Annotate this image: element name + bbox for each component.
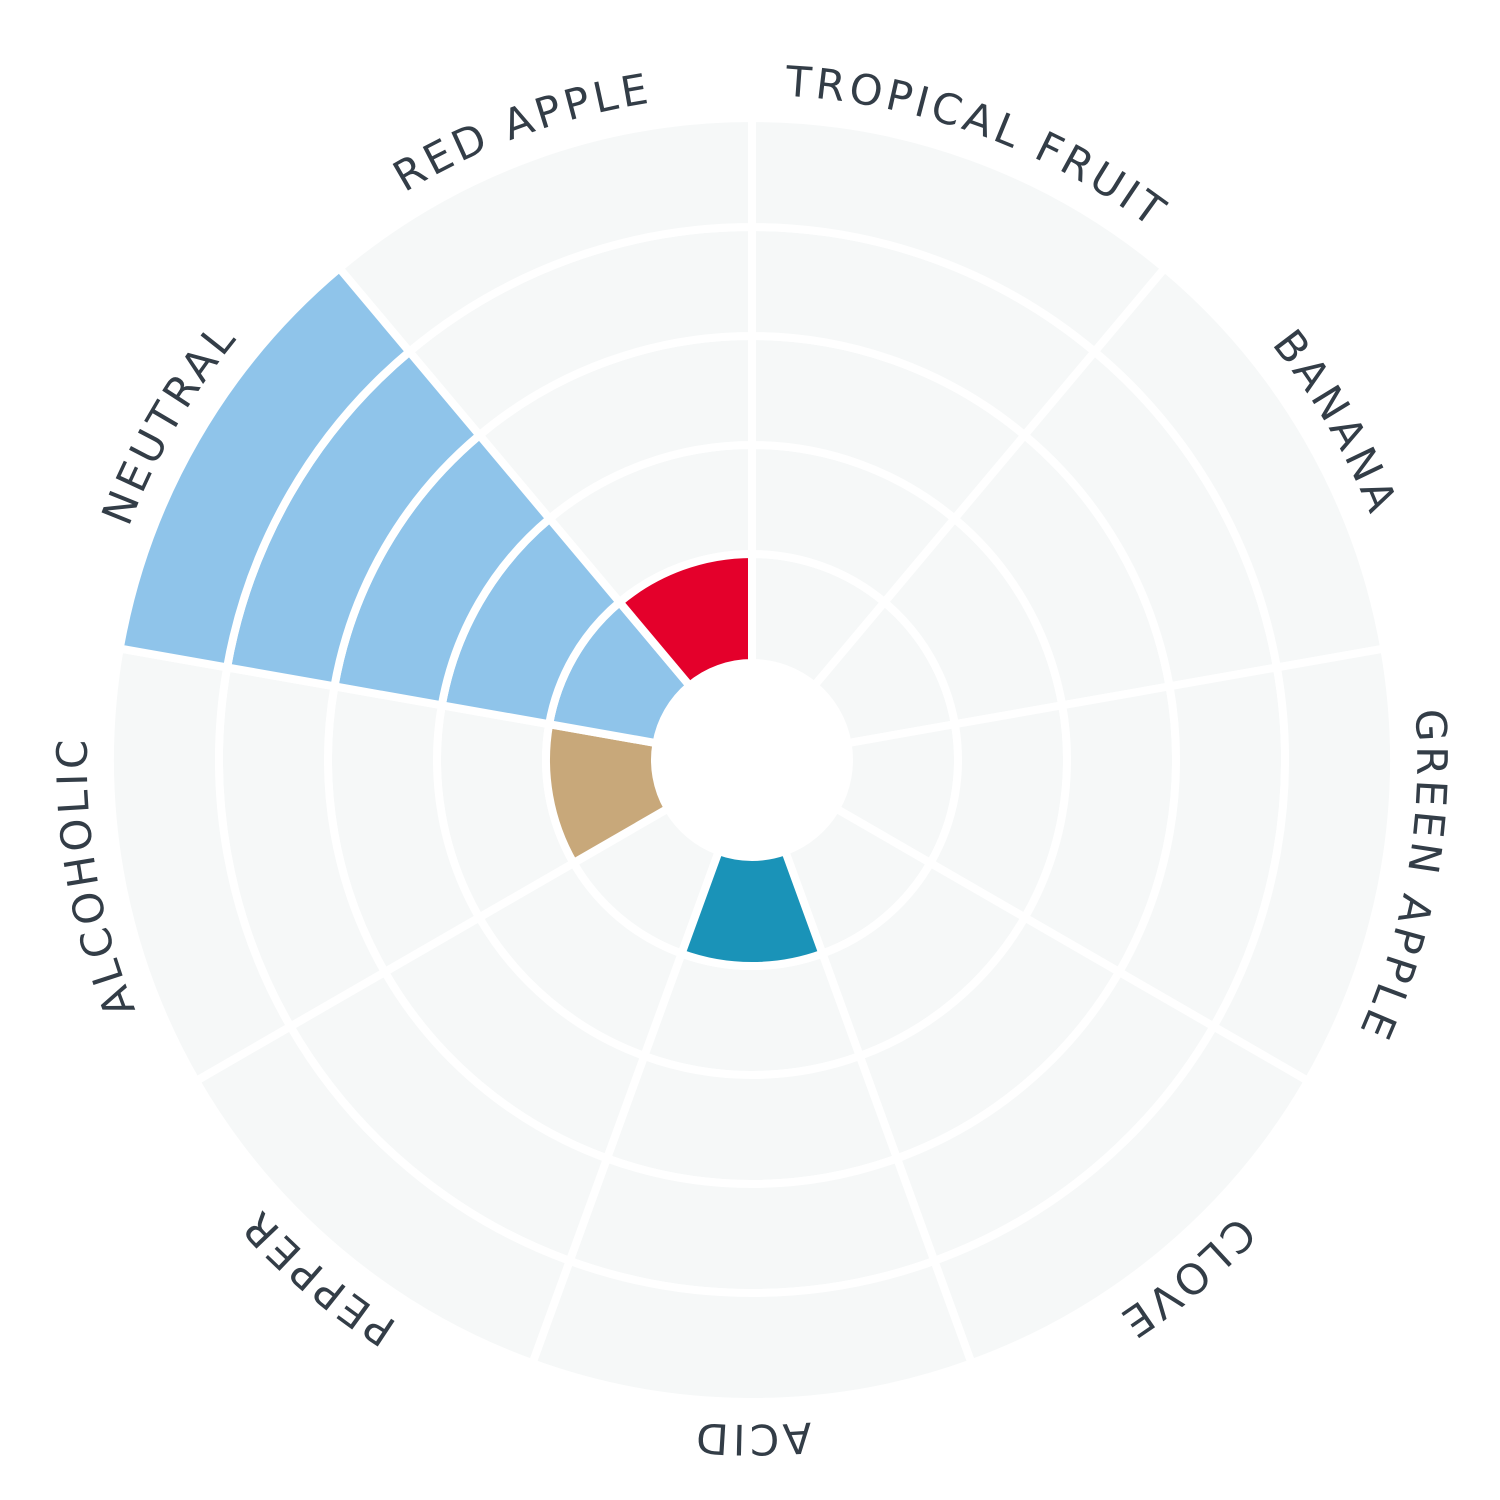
background-sectors (106, 113, 1398, 1406)
bar-red-apple-level-1 (613, 549, 756, 692)
sector-acid-ring-3 (601, 1050, 903, 1188)
bar-acid-level-1 (676, 846, 828, 970)
category-label-acid: ACID (691, 1413, 814, 1465)
sector-red-apple-ring-5 (333, 113, 756, 358)
value-bars (115, 262, 828, 970)
bar-neutral-level-5 (115, 262, 416, 673)
